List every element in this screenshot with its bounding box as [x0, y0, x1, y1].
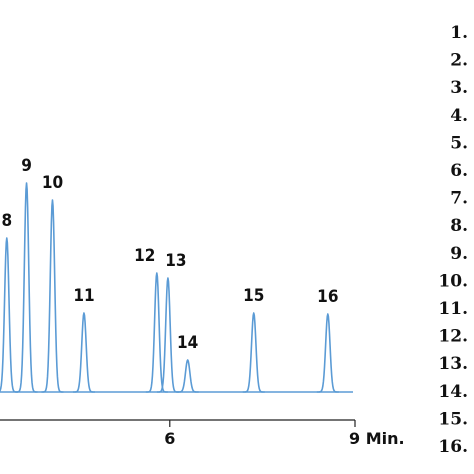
peak-label: 11 — [73, 286, 94, 306]
legend-number: 7. — [450, 189, 468, 209]
peak — [41, 199, 64, 393]
peak-label: 9 — [21, 156, 32, 176]
peak — [72, 312, 96, 393]
peak — [176, 359, 199, 393]
peak-label: 14 — [177, 333, 198, 353]
peak-label: 8 — [1, 211, 12, 231]
legend-number: 16. — [438, 437, 468, 457]
legend-number: 4. — [450, 106, 468, 126]
legend-number: 3. — [450, 78, 468, 98]
peak-label: 10 — [42, 173, 63, 193]
legend-number: 1. — [450, 23, 468, 43]
peak — [145, 272, 169, 393]
x-tick-label: 9 Min. — [349, 429, 405, 448]
peak-label: 16 — [317, 287, 338, 307]
legend-number: 9. — [450, 244, 468, 264]
legend-number: 10. — [438, 271, 468, 291]
peak — [316, 313, 340, 393]
peak-label: 12 — [134, 246, 155, 266]
legend-number: 13. — [438, 354, 468, 374]
peak — [156, 277, 180, 393]
legend-number: 6. — [450, 161, 468, 181]
legend-number: 2. — [450, 51, 468, 71]
legend-number: 12. — [438, 327, 468, 347]
legend-number: 8. — [450, 216, 468, 236]
legend-number: 5. — [450, 133, 468, 153]
legend-number: 15. — [438, 409, 468, 429]
legend-number: 14. — [438, 382, 468, 402]
peak — [15, 182, 38, 393]
peak — [242, 312, 265, 393]
peak — [0, 237, 19, 393]
x-tick-label: 6 — [164, 429, 175, 448]
legend-number: 11. — [438, 299, 468, 319]
peak-label: 13 — [165, 251, 186, 271]
peak-label: 15 — [243, 286, 264, 306]
